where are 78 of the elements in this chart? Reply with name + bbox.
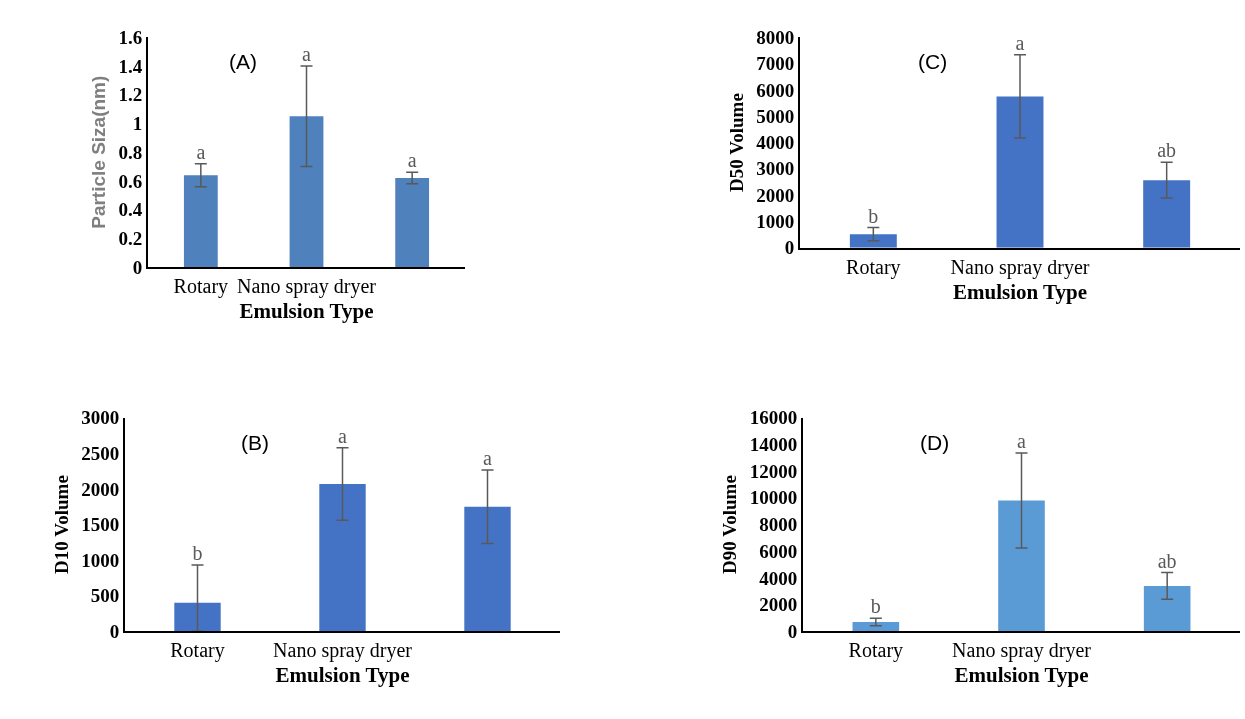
y-tick-label: 1 xyxy=(132,113,143,135)
y-tick-label: 8000 xyxy=(756,26,795,48)
y-tick-label: 2000 xyxy=(81,478,120,500)
x-tick-label: Rotary xyxy=(173,275,229,299)
y-axis-title: Particle Siza(nm) xyxy=(87,75,109,229)
data-label: a xyxy=(338,424,348,447)
y-tick-label: 10000 xyxy=(749,487,798,509)
y-tick-label: 16000 xyxy=(749,407,798,429)
data-label: ab xyxy=(1157,139,1177,162)
y-tick-label: 0.4 xyxy=(118,199,143,221)
x-tick-label: Rotary xyxy=(170,639,225,663)
annotation: (D) xyxy=(920,431,950,454)
bar xyxy=(849,234,897,248)
data-label: a xyxy=(1017,430,1027,453)
y-tick-label: 0.6 xyxy=(118,170,143,192)
bar xyxy=(289,116,324,268)
data-label: b xyxy=(192,542,203,565)
bar xyxy=(319,483,366,632)
y-tick-label: 14000 xyxy=(749,434,798,456)
bar xyxy=(1143,585,1191,632)
bar xyxy=(174,602,221,632)
data-label: ab xyxy=(1157,549,1177,572)
data-label: a xyxy=(407,149,417,172)
y-tick-label: 1.2 xyxy=(118,84,143,106)
bar xyxy=(998,500,1045,632)
bar xyxy=(183,175,218,268)
y-axis-title: D10 Volume xyxy=(50,475,72,574)
y-tick-label: 0 xyxy=(787,620,798,642)
x-axis-title: Emulsion Type xyxy=(275,663,410,688)
y-tick-label: 2500 xyxy=(81,442,120,464)
y-tick-label: 2000 xyxy=(756,184,795,206)
y-tick-label: 6000 xyxy=(756,79,795,101)
y-tick-label: 1500 xyxy=(81,514,120,536)
y-tick-label: 0 xyxy=(109,620,120,642)
x-axis-title: Emulsion Type xyxy=(952,279,1088,304)
y-tick-label: 8000 xyxy=(759,514,798,536)
y-tick-label: 3000 xyxy=(81,407,120,429)
data-label: b xyxy=(870,595,881,618)
bar xyxy=(464,506,511,632)
y-tick-label: 5000 xyxy=(756,105,795,127)
bar xyxy=(852,621,900,632)
y-tick-label: 12000 xyxy=(749,460,798,482)
y-tick-label: 0.2 xyxy=(118,228,143,250)
x-tick-label: Rotary xyxy=(848,639,904,663)
y-axis-title: D90 Volume xyxy=(719,475,741,574)
x-tick-label: Nano spray dryer xyxy=(237,275,377,299)
data-label: b xyxy=(868,204,879,227)
data-label: a xyxy=(302,42,312,65)
y-tick-label: 4000 xyxy=(759,567,798,589)
annotation: (A) xyxy=(229,50,257,73)
x-tick-label: Nano spray dryer xyxy=(273,639,413,663)
data-label: a xyxy=(196,140,206,163)
y-tick-label: 1.4 xyxy=(118,55,143,77)
y-tick-label: 1000 xyxy=(756,211,795,233)
y-tick-label: 0 xyxy=(784,237,795,259)
x-tick-label: Rotary xyxy=(846,255,901,279)
y-tick-label: 0 xyxy=(132,256,143,278)
y-tick-label: 3000 xyxy=(756,158,795,180)
y-tick-label: 4000 xyxy=(756,132,795,154)
y-tick-label: 0.8 xyxy=(118,141,143,163)
y-axis-title: D50 Volume xyxy=(725,93,747,192)
y-tick-label: 7000 xyxy=(756,53,795,75)
y-tick-label: 500 xyxy=(90,585,120,607)
y-tick-label: 1.6 xyxy=(118,26,143,48)
data-label: a xyxy=(1015,31,1025,54)
bar xyxy=(1143,180,1191,248)
y-tick-label: 6000 xyxy=(759,540,798,562)
bar xyxy=(996,96,1044,248)
bar xyxy=(395,178,430,268)
x-axis-title: Emulsion Type xyxy=(239,298,374,323)
x-tick-label: Nano spray dryer xyxy=(950,255,1090,279)
annotation: (B) xyxy=(241,431,269,454)
data-label: a xyxy=(483,447,493,470)
y-tick-label: 2000 xyxy=(759,594,798,616)
y-tick-label: 1000 xyxy=(81,549,120,571)
x-tick-label: Nano spray dryer xyxy=(952,639,1092,663)
x-axis-title: Emulsion Type xyxy=(954,663,1089,688)
annotation: (C) xyxy=(918,50,948,73)
